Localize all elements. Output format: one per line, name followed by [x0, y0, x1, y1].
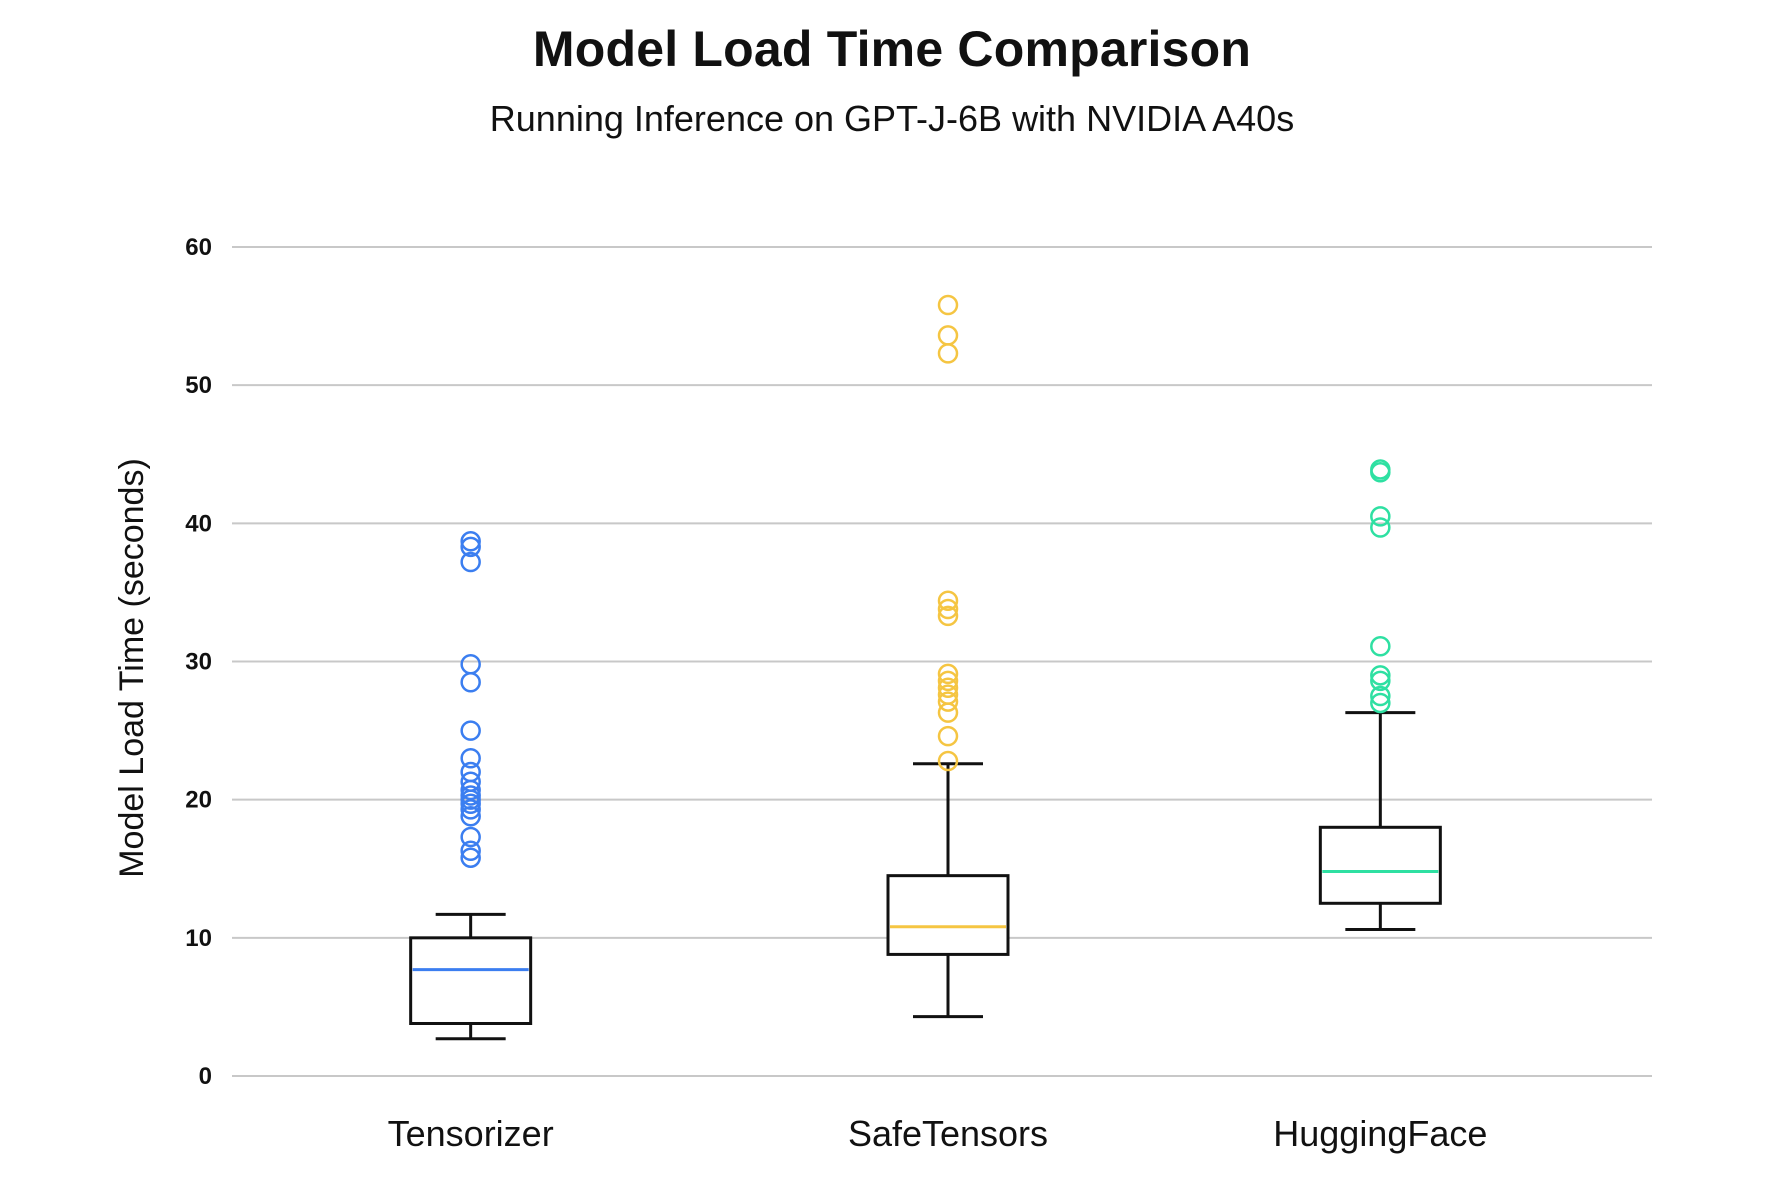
outlier-point — [460, 531, 481, 552]
outlier-point — [937, 725, 959, 747]
y-axis-ticks: 0 10 20 30 40 50 60 — [185, 234, 212, 1090]
outlier-point — [937, 691, 959, 712]
outlier-point — [460, 785, 481, 806]
outlier-point — [937, 325, 959, 346]
x-axis-categories: Tensorizer SafeTensors HuggingFace — [388, 1113, 1488, 1154]
iqr-box — [1318, 825, 1442, 905]
chart-title: Model Load Time Comparison — [532, 21, 1252, 77]
outlier-point — [1370, 506, 1391, 527]
y-tick-label: 0 — [199, 1063, 212, 1090]
outlier-point — [1370, 670, 1391, 692]
outlier-point — [937, 590, 959, 611]
y-tick-label: 30 — [185, 649, 212, 676]
outlier-point — [460, 826, 481, 848]
outlier-point — [460, 847, 481, 868]
y-tick-label: 40 — [185, 510, 212, 537]
x-category-label: SafeTensors — [848, 1113, 1048, 1154]
x-category-label: Tensorizer — [388, 1113, 554, 1154]
outlier-point — [937, 684, 959, 705]
box-group-tensorizer — [409, 531, 533, 1041]
outlier-point — [460, 840, 481, 862]
outlier-point — [937, 598, 959, 620]
box-group-huggingface — [1318, 459, 1442, 932]
outlier-point — [460, 536, 481, 558]
outlier-point — [460, 551, 481, 573]
y-tick-label: 60 — [185, 234, 212, 261]
x-category-label: HuggingFace — [1273, 1113, 1487, 1154]
outlier-point — [460, 654, 481, 675]
outlier-point — [937, 294, 959, 316]
y-tick-label: 50 — [185, 372, 212, 399]
outlier-point — [460, 771, 481, 792]
outlier-point — [1370, 459, 1391, 480]
iqr-box — [886, 874, 1010, 956]
outlier-point — [937, 343, 959, 364]
outlier-point — [937, 677, 959, 699]
outlier-point — [460, 747, 481, 769]
outlier-point — [937, 670, 959, 692]
grid-lines — [232, 246, 1652, 1077]
chart-subtitle: Running Inference on GPT-J-6B with NVIDI… — [489, 98, 1295, 139]
outlier-point — [460, 761, 481, 783]
outlier-point — [937, 750, 959, 772]
outlier-point — [937, 605, 959, 627]
outlier-point — [460, 805, 481, 827]
box-series — [409, 294, 1442, 1041]
y-axis-label: Model Load Time (seconds) — [113, 458, 151, 878]
outlier-point — [1370, 692, 1391, 714]
outlier-point — [1370, 665, 1391, 686]
outlier-point — [937, 663, 959, 685]
iqr-box — [409, 936, 533, 1025]
y-tick-label: 20 — [185, 787, 212, 814]
outlier-point — [460, 671, 481, 693]
box-group-safetensors — [886, 294, 1010, 1019]
outlier-point — [460, 720, 481, 741]
outlier-point — [1370, 685, 1391, 707]
outlier-point — [1370, 636, 1391, 657]
y-tick-label: 10 — [185, 925, 212, 952]
outlier-point — [460, 799, 481, 820]
outlier-point — [1370, 517, 1391, 538]
